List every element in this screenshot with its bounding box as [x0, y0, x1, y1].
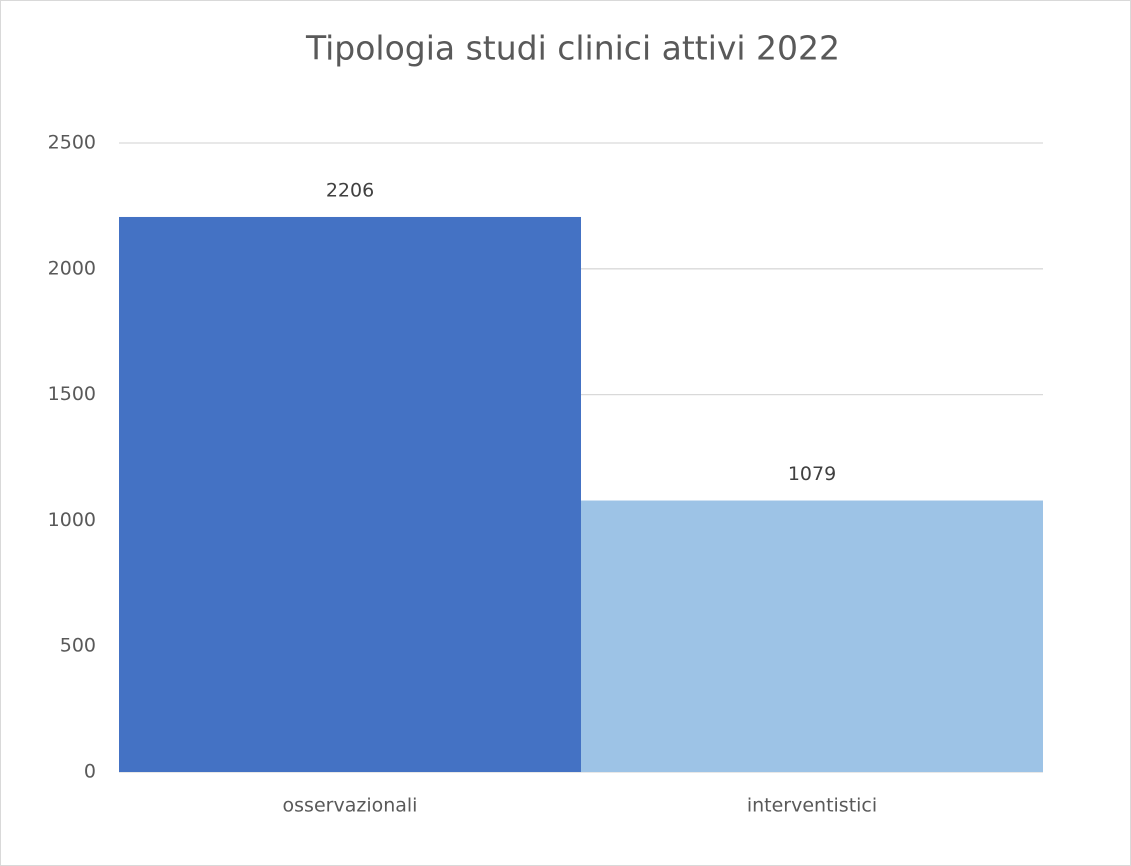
- x-tick-label: interventistici: [747, 795, 877, 817]
- y-tick-label: 2000: [48, 257, 96, 279]
- y-tick-label: 1500: [48, 383, 96, 405]
- y-tick-label: 500: [60, 635, 96, 657]
- y-tick-label: 0: [84, 761, 96, 783]
- y-tick-label: 1000: [48, 509, 96, 531]
- x-tick-label: osservazionali: [283, 795, 418, 817]
- data-label: 2206: [326, 179, 374, 201]
- bar: [119, 216, 581, 772]
- y-tick-label: 2500: [48, 132, 96, 154]
- data-label: 1079: [788, 463, 836, 485]
- bar: [581, 500, 1043, 772]
- chart-title: Tipologia studi clinici attivi 2022: [305, 29, 840, 68]
